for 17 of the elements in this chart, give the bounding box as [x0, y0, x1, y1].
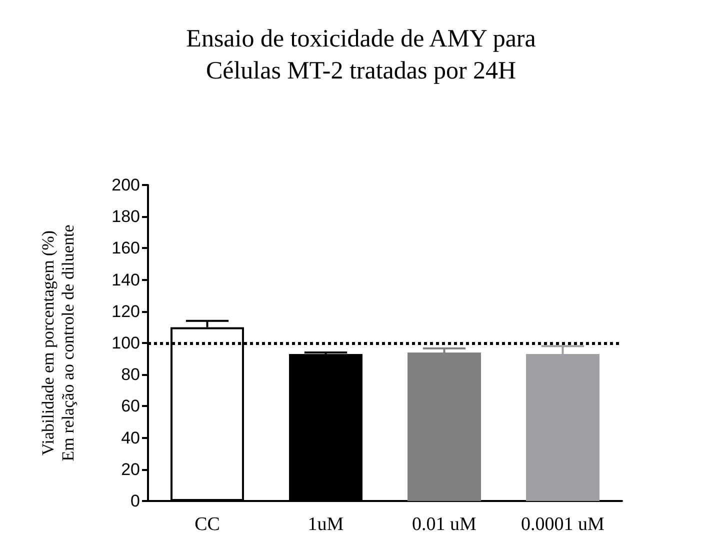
x-tick-label: 0.01 uM [412, 514, 477, 535]
y-tick-label: 0 [130, 492, 140, 510]
y-axis-title: Viabilidade em porcentagem (%) Em relação ao controle de diluente [38, 224, 78, 462]
chart-title: Ensaio de toxicidade de AMY para Células MT-2 tratadas por 24H [186, 26, 536, 84]
x-tick-label: 1uM [308, 514, 344, 535]
y-tick-label: 140 [112, 270, 140, 290]
y-tick-label: 120 [112, 302, 140, 321]
x-tick-label: 0.0001 uM [521, 514, 605, 535]
y-tick-label: 200 [112, 176, 140, 194]
y-tick-label: 20 [121, 460, 140, 479]
y-tick-label: 160 [112, 238, 140, 258]
y-tick-label: 100 [112, 334, 140, 352]
y-tick-label: 80 [121, 365, 140, 384]
x-tick-label: CC [194, 514, 220, 535]
y-tick-label: 40 [121, 428, 140, 448]
y-tick-label: 60 [121, 396, 140, 416]
y-tick-label: 180 [112, 207, 140, 226]
